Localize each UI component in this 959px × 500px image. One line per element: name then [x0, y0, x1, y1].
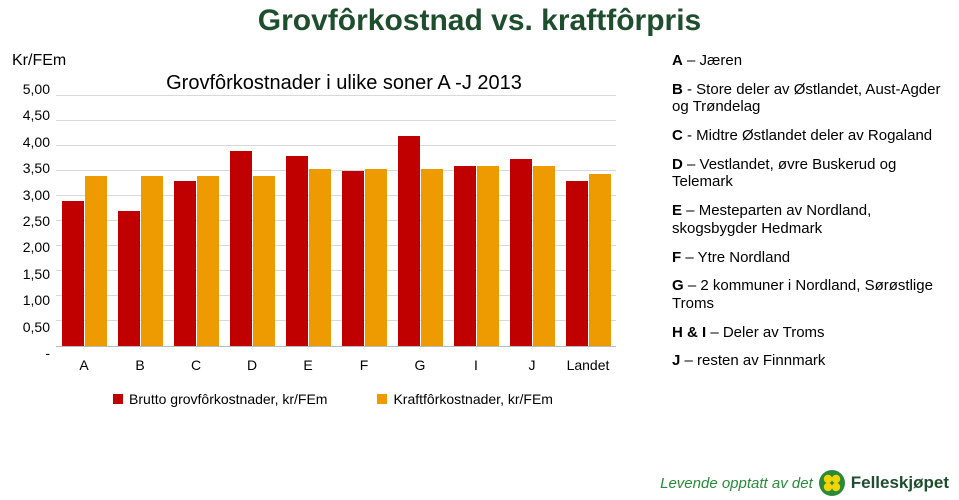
legend-label: Kraftfôrkostnader, kr/FEm [393, 391, 553, 407]
bar [365, 169, 387, 347]
region-key-entry: B - Store deler av Østlandet, Aust-Agder… [672, 81, 948, 116]
bar-group [339, 169, 389, 347]
x-tick: C [171, 357, 221, 373]
bar [85, 176, 107, 346]
bar [230, 151, 252, 346]
legend-item: Brutto grovfôrkostnader, kr/FEm [113, 391, 327, 407]
region-code: C [672, 127, 683, 144]
bar [253, 176, 275, 346]
region-code: A [672, 52, 683, 69]
bar [533, 166, 555, 346]
page-title: Grovfôrkostnad vs. kraftfôrpris [0, 0, 959, 38]
region-key-entry: E – Mesteparten av Nordland, skogsbygder… [672, 202, 948, 237]
bar [510, 159, 532, 347]
bar [589, 174, 611, 347]
bar [454, 166, 476, 346]
bar-group [115, 176, 165, 346]
bar-group [227, 151, 277, 346]
x-tick: Landet [563, 357, 613, 373]
region-key-entry: A – Jæren [672, 52, 948, 70]
bars-layer [56, 97, 616, 346]
bar [477, 166, 499, 346]
x-tick: J [507, 357, 557, 373]
legend-swatch [377, 394, 387, 404]
region-code: B [672, 81, 683, 98]
region-desc: – resten av Finnmark [680, 352, 825, 369]
x-tick: A [59, 357, 109, 373]
bar [309, 169, 331, 347]
bar-group [451, 166, 501, 346]
y-axis: 5,004,504,003,503,002,502,001,501,000,50… [8, 89, 56, 353]
region-key-entry: H & I – Deler av Troms [672, 324, 948, 342]
region-desc: - Midtre Østlandet deler av Rogaland [683, 127, 932, 144]
bar-group [283, 156, 333, 346]
gridline [56, 95, 616, 96]
region-code: E [672, 202, 682, 219]
x-tick: D [227, 357, 277, 373]
region-code: H & I [672, 324, 706, 341]
region-key-entry: G – 2 kommuner i Nordland, Sørøstlige Tr… [672, 277, 948, 312]
x-axis: ABCDEFGIJ Landet [56, 353, 616, 373]
x-tick: F [339, 357, 389, 373]
region-code: D [672, 156, 683, 173]
region-key-entry: J – resten av Finnmark [672, 352, 948, 370]
region-desc: – Ytre Nordland [681, 249, 790, 266]
bar [62, 201, 84, 346]
bar [398, 136, 420, 346]
x-tick: B [115, 357, 165, 373]
bar [421, 169, 443, 347]
tagline: Levende opptatt av det [660, 475, 813, 492]
bar [118, 211, 140, 346]
region-desc: – Jæren [683, 52, 742, 69]
bar [197, 176, 219, 346]
bar-group [59, 176, 109, 346]
brand-logo: Felleskjøpet [819, 470, 949, 496]
bar-group [507, 159, 557, 347]
bar-group [563, 174, 613, 347]
region-key-panel: A – JærenB - Store deler av Østlandet, A… [658, 52, 948, 381]
chart-panel: Kr/FEm Grovfôrkostnader i ulike soner A … [8, 52, 658, 407]
chart-title: Grovfôrkostnader i ulike soner A -J 2013 [64, 72, 624, 95]
bar [174, 181, 196, 346]
region-key-entry: D – Vestlandet, øvre Buskerud og Telemar… [672, 156, 948, 191]
bar [342, 171, 364, 346]
plot-area [56, 97, 616, 347]
x-tick: G [395, 357, 445, 373]
region-code: F [672, 249, 681, 266]
region-desc: – 2 kommuner i Nordland, Sørøstlige Trom… [672, 277, 933, 312]
footer: Levende opptatt av det Felleskjøpet [660, 470, 949, 496]
bar [566, 181, 588, 346]
bar [141, 176, 163, 346]
brand-name: Felleskjøpet [851, 473, 949, 493]
bar-group [171, 176, 221, 346]
region-desc: – Mesteparten av Nordland, skogsbygder H… [672, 202, 871, 237]
region-desc: - Store deler av Østlandet, Aust-Agder o… [672, 81, 940, 116]
x-tick: E [283, 357, 333, 373]
region-key-entry: F – Ytre Nordland [672, 249, 948, 267]
region-desc: – Deler av Troms [706, 324, 824, 341]
bar [286, 156, 308, 346]
legend-item: Kraftfôrkostnader, kr/FEm [377, 391, 553, 407]
region-desc: – Vestlandet, øvre Buskerud og Telemark [672, 156, 896, 191]
legend-swatch [113, 394, 123, 404]
region-key-entry: C - Midtre Østlandet deler av Rogaland [672, 127, 948, 145]
legend-label: Brutto grovfôrkostnader, kr/FEm [129, 391, 327, 407]
x-tick: I [451, 357, 501, 373]
y-axis-title: Kr/FEm [12, 52, 658, 70]
clover-icon [819, 470, 845, 496]
region-code: G [672, 277, 684, 294]
chart-legend: Brutto grovfôrkostnader, kr/FEm Kraftfôrk… [8, 391, 658, 407]
bar-group [395, 136, 445, 346]
